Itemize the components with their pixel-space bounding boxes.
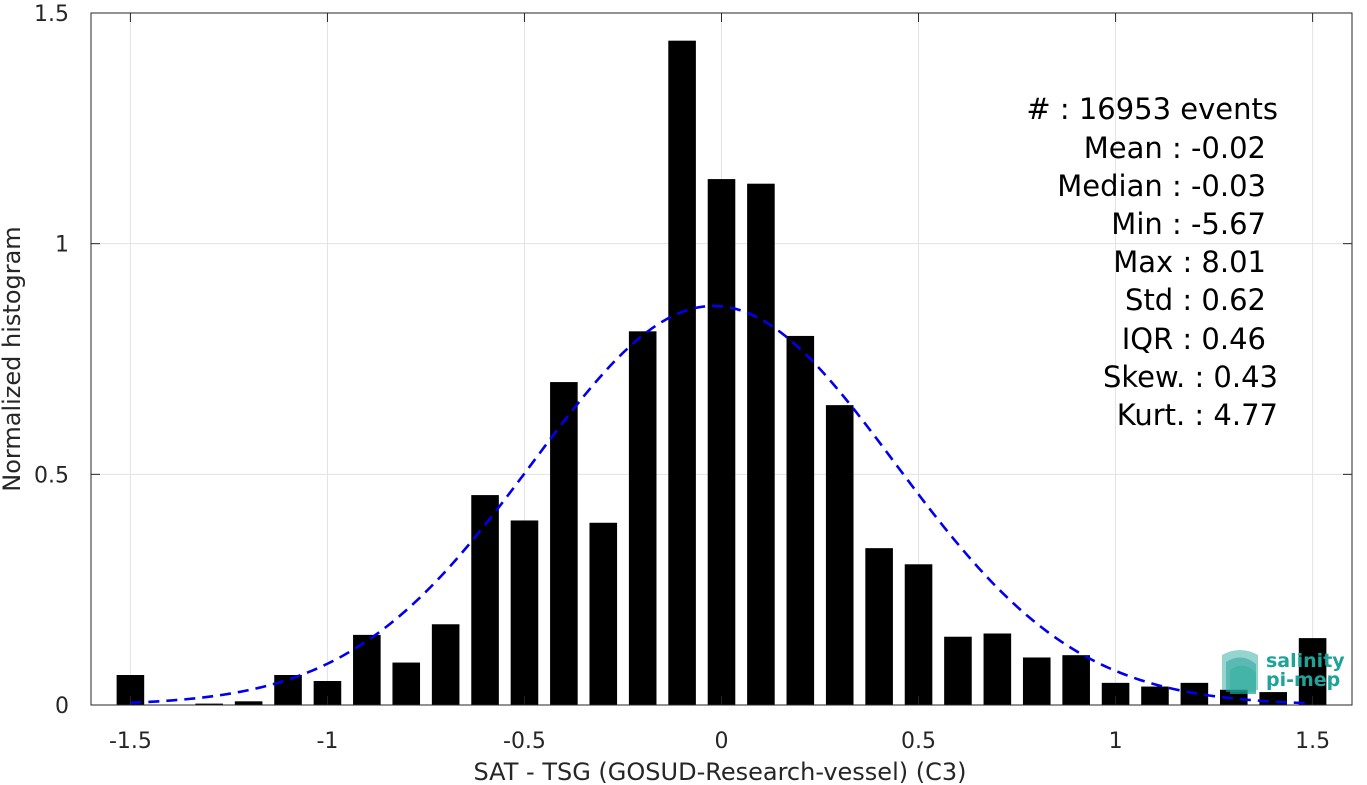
histogram-bar [904,564,933,705]
axis-ticks [91,12,1352,706]
logo-line2: pi-mep [1266,669,1340,691]
histogram-bar [786,335,815,705]
x-tick-label: -0.5 [503,729,546,754]
logo-wave-icon [1222,650,1258,694]
x-tick-label: 1.5 [1295,729,1330,754]
x-tick-label: 1 [1109,729,1123,754]
x-axis-label: SAT - TSG (GOSUD-Research-vessel) (C3) [474,758,967,785]
histogram-bar [1062,655,1090,705]
histogram-bar [471,495,499,705]
histogram-bars [116,40,1327,706]
histogram-bar [353,634,381,705]
histogram-bar [589,522,618,705]
histogram-bar [431,624,460,705]
y-tick-label: 1 [55,233,69,258]
histogram-bar [707,179,736,705]
histogram-bar [550,382,578,705]
stat-max: Max : 8.01 [1113,245,1266,279]
histogram-bar [234,701,263,705]
histogram-bar [313,681,342,705]
stat-std: Std : 0.62 [1125,283,1266,317]
histogram-bar [392,662,421,705]
histogram-bar [983,633,1012,705]
y-tick-label: 0 [55,694,69,719]
x-tick-label: -1 [316,729,338,754]
histogram-bar [195,703,224,705]
histogram-bar [865,548,893,705]
stat-kurt: Kurt. : 4.77 [1117,398,1278,432]
histogram-bar [274,675,302,705]
y-tick-labels: 0 0.5 1 1.5 [34,2,69,719]
x-tick-label: 0.5 [901,729,936,754]
stat-mean: Mean : -0.02 [1084,131,1266,165]
histogram-bar [1298,638,1327,705]
y-tick-label: 0.5 [34,463,69,488]
statistics-annotation: # : 16953 events Mean : -0.02 Median : -… [1026,92,1278,432]
x-tick-labels: -1.5 -1 -0.5 0 0.5 1 1.5 [109,729,1330,754]
histogram-bar [668,40,696,706]
histogram-bar [510,520,539,705]
logo-line1: salinity [1266,650,1345,672]
stat-events: # : 16953 events [1026,92,1278,126]
histogram-bar [825,405,854,705]
gaussian-fit-curve [130,304,1313,705]
x-tick-label: 0 [715,729,729,754]
stat-min: Min : -5.67 [1111,207,1266,241]
y-tick-label: 1.5 [34,2,69,27]
histogram-bar [1101,682,1130,705]
histogram-bar [944,636,972,705]
histogram-bar [1022,657,1051,705]
stat-median: Median : -0.03 [1057,169,1266,203]
salinity-pi-mep-logo: salinity pi-mep [1222,650,1345,694]
stat-skew: Skew. : 0.43 [1103,360,1278,394]
histogram-bar [1141,686,1169,705]
y-axis-label: Normalized histogram [0,226,26,491]
stat-iqr: IQR : 0.46 [1122,322,1266,356]
histogram-bar [628,331,657,705]
histogram-bar [747,183,775,705]
x-tick-label: -1.5 [109,729,152,754]
